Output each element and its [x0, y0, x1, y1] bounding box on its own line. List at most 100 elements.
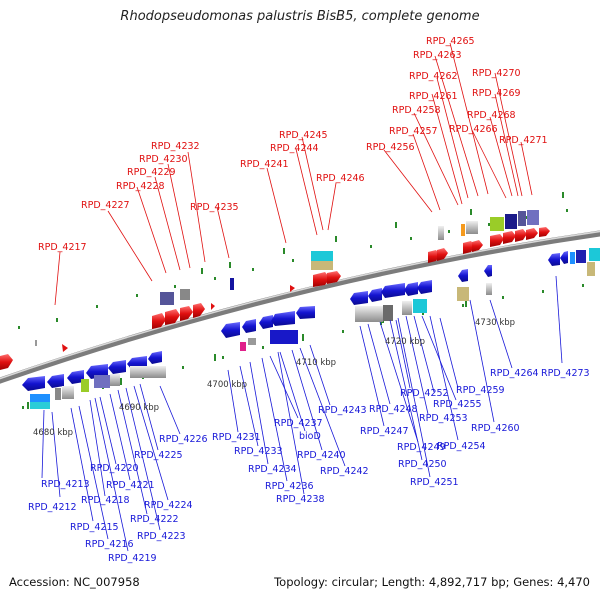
feature-box [457, 287, 469, 301]
gene-label[interactable]: RPD_4244 [270, 143, 319, 154]
feature-box [587, 262, 595, 276]
gene-label[interactable]: RPD_4254 [437, 441, 486, 452]
gene-label[interactable]: RPD_4245 [279, 130, 328, 141]
gene-label[interactable]: RPD_4247 [360, 426, 409, 437]
gene-label[interactable]: RPD_4213 [41, 479, 90, 490]
feature-box [240, 342, 246, 351]
feature-box [55, 388, 61, 400]
gene-label[interactable]: RPD_4237 [274, 418, 323, 429]
gene-label[interactable]: RPD_4220 [90, 463, 139, 474]
reverse-gene [350, 291, 368, 305]
gene-label[interactable]: RPD_4225 [134, 450, 183, 461]
reverse-gene [368, 288, 382, 302]
scale-label: 4690 kbp [119, 403, 159, 413]
gene-label[interactable]: RPD_4262 [409, 71, 458, 82]
genome-summary-text: Topology: circular; Length: 4,892,717 bp… [274, 575, 590, 589]
forward-gene [193, 303, 205, 318]
reverse-gene [296, 306, 315, 319]
gene-label[interactable]: RPD_4227 [81, 200, 130, 211]
forward-gene [0, 354, 13, 370]
gene-label[interactable]: RPD_4266 [449, 124, 498, 135]
feature-box [383, 305, 393, 321]
feature-box [438, 226, 444, 240]
forward-gene [180, 306, 193, 321]
gene-label[interactable]: bioD [299, 431, 321, 442]
gene-label[interactable]: RPD_4268 [467, 110, 516, 121]
gene-label[interactable]: RPD_4264 [490, 368, 539, 379]
gene-label[interactable]: RPD_4216 [85, 539, 134, 550]
gene-label[interactable]: RPD_4231 [212, 432, 261, 443]
gene-label[interactable]: RPD_4273 [541, 368, 590, 379]
gene-label[interactable]: RPD_4236 [265, 481, 314, 492]
gene-label[interactable]: RPD_4219 [108, 553, 157, 564]
feature-box [110, 374, 120, 386]
feature-box [160, 292, 174, 305]
gene-label[interactable]: RPD_4238 [276, 494, 325, 505]
gene-label[interactable]: RPD_4221 [106, 480, 155, 491]
gene-label[interactable]: RPD_4253 [419, 413, 468, 424]
scale-labels: 4680 kbp 4690 kbp 4700 kbp 4710 kbp 4720… [33, 318, 515, 438]
gene-label[interactable]: RPD_4228 [116, 181, 165, 192]
reverse-gene [47, 374, 64, 388]
gene-label[interactable]: RPD_4271 [499, 135, 548, 146]
forward-gene [490, 234, 504, 247]
gene-label[interactable]: RPD_4212 [28, 502, 77, 513]
gene-label[interactable]: RPD_4249 [397, 442, 446, 453]
gene-label[interactable]: RPD_4224 [144, 500, 193, 511]
feature-box [81, 379, 89, 392]
feature-box [130, 366, 166, 378]
gene-label[interactable]: RPD_4252 [400, 388, 449, 399]
gene-label[interactable]: RPD_4243 [318, 405, 367, 416]
gene-label[interactable]: RPD_4263 [413, 50, 462, 61]
forward-gene [526, 228, 538, 240]
gene-label[interactable]: RPD_4258 [392, 105, 441, 116]
feature-box [180, 289, 190, 300]
gene-label[interactable]: RPD_4255 [433, 399, 482, 410]
feature-box [62, 386, 74, 399]
gene-label[interactable]: RPD_4260 [471, 423, 520, 434]
gene-label[interactable]: RPD_4223 [137, 531, 186, 542]
gene-label[interactable]: RPD_4234 [248, 464, 297, 475]
gene-label[interactable]: RPD_4259 [456, 385, 505, 396]
gene-label[interactable]: RPD_4242 [320, 466, 369, 477]
gene-label[interactable]: RPD_4248 [369, 404, 418, 415]
gene-label[interactable]: RPD_4235 [190, 202, 239, 213]
feature-box [486, 283, 492, 295]
gene-label[interactable]: RPD_4217 [38, 242, 87, 253]
feature-box [461, 224, 465, 236]
gene-label[interactable]: RPD_4218 [81, 495, 130, 506]
gene-label[interactable]: RPD_4269 [472, 88, 521, 99]
forward-strand-features [0, 210, 550, 370]
gene-label[interactable]: RPD_4230 [139, 154, 188, 165]
scale-label: 4710 kbp [296, 358, 336, 368]
reverse-gene [259, 315, 273, 329]
upper-track-ticks [18, 192, 568, 329]
gene-label[interactable]: RPD_4240 [297, 450, 346, 461]
gene-label[interactable]: RPD_4265 [426, 36, 475, 47]
feature-box [589, 248, 600, 261]
forward-gene [313, 272, 330, 287]
scale-label: 4700 kbp [207, 380, 247, 390]
feature-box [311, 261, 333, 270]
gene-label[interactable]: RPD_4241 [240, 159, 289, 170]
reverse-gene [548, 253, 560, 266]
reverse-gene [67, 370, 84, 384]
gene-label[interactable]: RPD_4250 [398, 459, 447, 470]
gene-label[interactable]: RPD_4246 [316, 173, 365, 184]
reverse-gene [458, 269, 468, 282]
feature-box [311, 251, 333, 261]
gene-label[interactable]: RPD_4233 [234, 446, 283, 457]
gene-label[interactable]: RPD_4229 [127, 167, 176, 178]
gene-label[interactable]: RPD_4215 [70, 522, 119, 533]
gene-label[interactable]: RPD_4251 [410, 477, 459, 488]
gene-label[interactable]: RPD_4270 [472, 68, 521, 79]
gene-label[interactable]: RPD_4222 [130, 514, 179, 525]
feature-box [402, 301, 412, 315]
gene-label[interactable]: RPD_4261 [409, 91, 458, 102]
gene-label[interactable]: RPD_4257 [389, 126, 438, 137]
feature-box [248, 338, 256, 345]
gene-label[interactable]: RPD_4232 [151, 141, 200, 152]
gene-label[interactable]: RPD_4256 [366, 142, 415, 153]
gene-label[interactable]: RPD_4226 [159, 434, 208, 445]
